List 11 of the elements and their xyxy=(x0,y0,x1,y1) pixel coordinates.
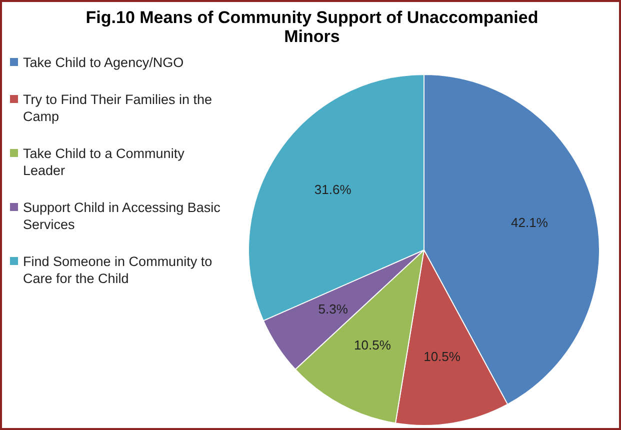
legend-label: Find Someone in Community to Care for the Child xyxy=(23,253,214,287)
data-label: 42.1% xyxy=(511,214,548,230)
chart-title: Fig.10 Means of Community Support of Unaccompanied Minors xyxy=(84,8,540,46)
legend-label: Try to Find Their Families in the Camp xyxy=(23,91,214,125)
legend-label: Support Child in Accessing Basic Services xyxy=(23,199,222,233)
legend-label: Take Child to a Community Leader xyxy=(23,145,186,179)
data-label: 5.3% xyxy=(318,301,348,316)
data-label: 10.5% xyxy=(424,348,461,364)
legend-label: Take Child to Agency/NGO xyxy=(23,54,184,71)
data-label: 10.5% xyxy=(354,337,392,352)
data-label: 31.6% xyxy=(314,182,352,198)
